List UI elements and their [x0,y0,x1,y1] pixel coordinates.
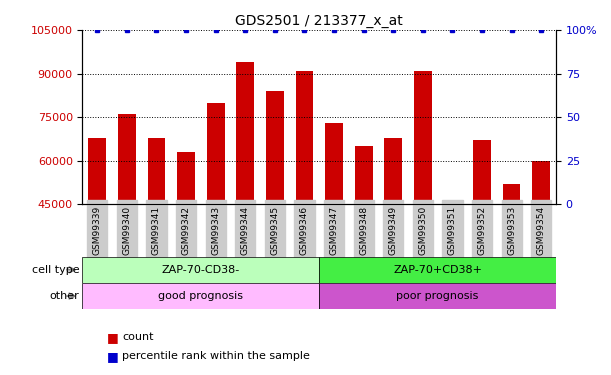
Text: ■: ■ [107,350,119,363]
Text: ZAP-70+CD38+: ZAP-70+CD38+ [393,265,482,275]
Bar [320,257,556,283]
Bar [503,184,521,204]
Text: other: other [49,291,79,301]
Text: percentile rank within the sample: percentile rank within the sample [122,351,310,361]
Bar [384,138,402,204]
Bar [473,141,491,204]
Text: count: count [122,333,154,342]
Bar [177,152,195,204]
Bar [236,62,254,204]
Bar [296,70,313,204]
Text: cell type: cell type [32,265,79,275]
Bar [148,138,166,204]
Text: ■: ■ [107,331,119,344]
Bar [266,91,284,204]
Title: GDS2501 / 213377_x_at: GDS2501 / 213377_x_at [235,13,403,28]
Bar [444,201,461,204]
Text: good prognosis: good prognosis [158,291,243,301]
Text: ZAP-70-CD38-: ZAP-70-CD38- [162,265,240,275]
Bar [532,161,550,204]
Bar [89,138,106,204]
Text: poor prognosis: poor prognosis [397,291,479,301]
Bar [118,114,136,204]
Bar [82,283,320,309]
Bar [207,103,225,204]
Bar [414,70,432,204]
Bar [325,123,343,204]
Bar [355,146,373,204]
Bar [320,283,556,309]
Bar [82,257,320,283]
